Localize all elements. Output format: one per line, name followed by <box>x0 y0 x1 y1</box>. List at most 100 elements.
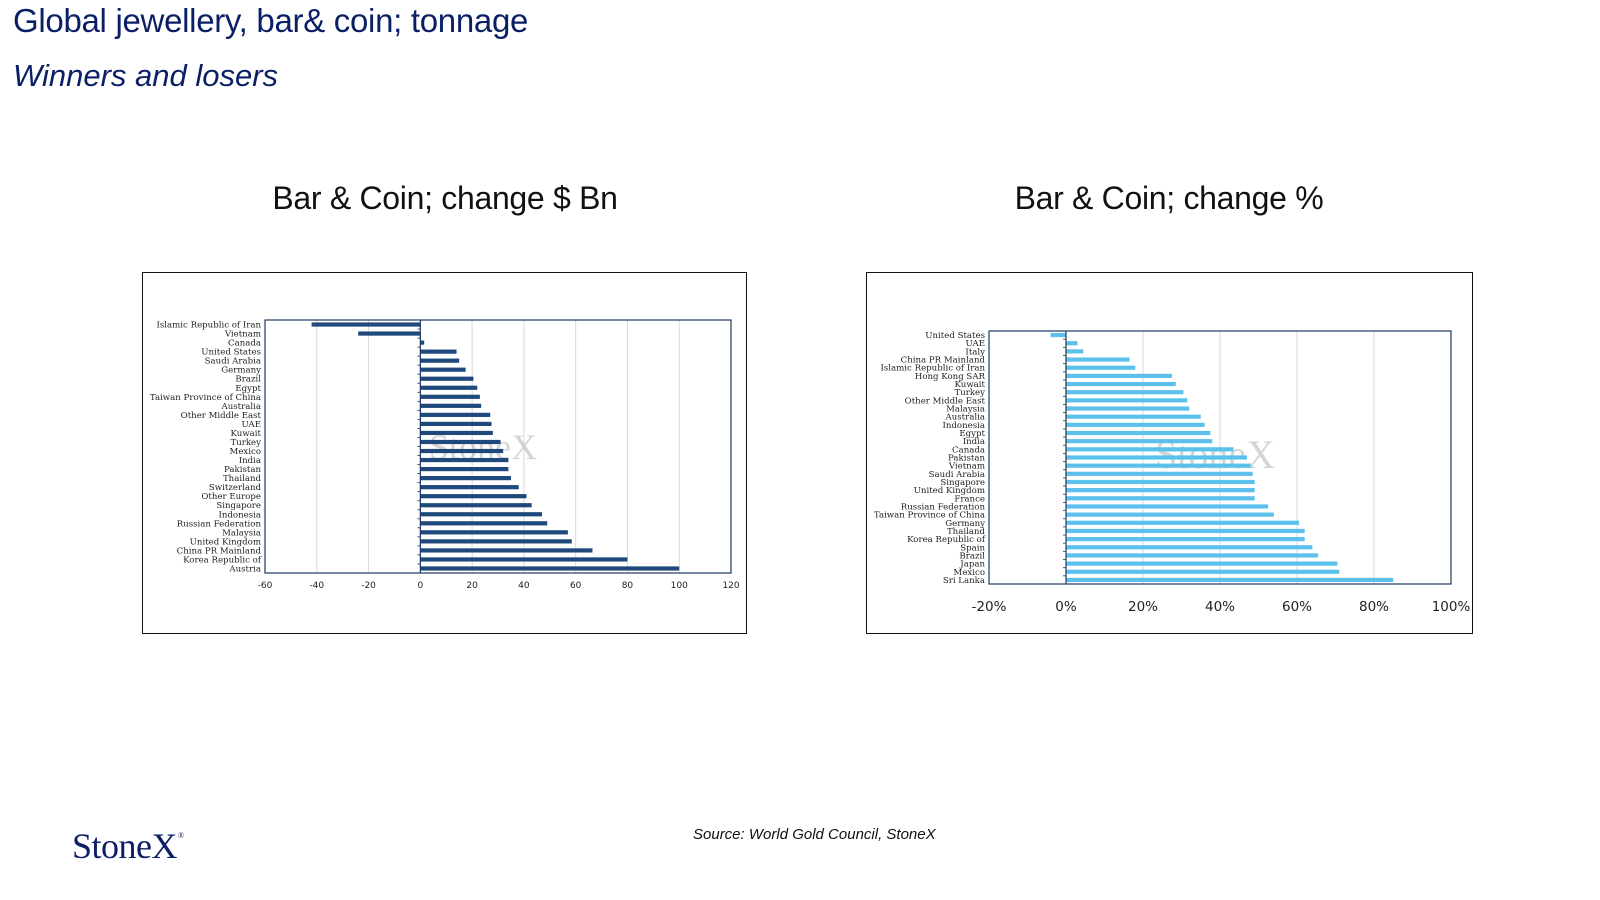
category-label: United Kingdom <box>914 486 985 496</box>
category-label: Canada <box>228 339 261 349</box>
x-tick-label: 100 <box>671 581 688 591</box>
category-label: United Kingdom <box>190 537 261 547</box>
bar <box>1066 545 1313 550</box>
category-label: United States <box>925 331 985 341</box>
category-label: Turkey <box>954 388 985 398</box>
x-tick-label: 80 <box>622 581 634 591</box>
bar <box>1050 332 1066 338</box>
x-tick-label: -40 <box>309 581 324 591</box>
category-label: Vietnam <box>224 330 261 340</box>
chart-2-heading: Bar & Coin; change % <box>1014 180 1324 216</box>
category-label: UAE <box>966 339 985 349</box>
x-tick-label: -20% <box>972 599 1007 615</box>
x-tick-label: 60 <box>570 581 582 591</box>
category-label: Kuwait <box>231 429 262 439</box>
bar <box>311 322 421 327</box>
bar <box>420 385 478 390</box>
bar <box>1066 414 1201 419</box>
bar <box>420 566 680 571</box>
bar <box>420 557 628 562</box>
bar <box>420 448 504 454</box>
category-label: Indonesia <box>218 510 261 520</box>
category-label: Malaysia <box>222 528 261 538</box>
bar <box>1066 496 1255 501</box>
bar <box>1066 365 1136 370</box>
category-label: Sri Lanka <box>943 576 985 586</box>
category-label: Saudi Arabia <box>929 470 985 480</box>
chart-2-frame: StoneX United States UAE Italy China PR Main… <box>866 272 1473 634</box>
category-label: Kuwait <box>955 380 986 390</box>
category-label: UAE <box>242 420 261 430</box>
category-label: Italy <box>965 347 985 357</box>
category-label: Saudi Arabia <box>205 357 261 367</box>
category-label: Vietnam <box>948 462 985 472</box>
slide-title: Global jewellery, bar& coin; tonnage <box>13 2 529 39</box>
bar <box>1066 439 1213 444</box>
bar <box>1066 463 1251 468</box>
category-label: Australia <box>945 413 985 423</box>
category-label: Other Middle East <box>181 411 262 421</box>
bar <box>1066 471 1253 476</box>
category-label: Singapore <box>216 501 261 511</box>
bar <box>420 457 509 463</box>
bar <box>420 403 482 408</box>
bar <box>358 331 421 336</box>
bar <box>420 466 509 472</box>
category-label: France <box>954 494 985 504</box>
category-label: Egypt <box>235 384 261 394</box>
category-label: Other Europe <box>201 492 261 502</box>
x-tick-label: -20 <box>361 581 376 591</box>
bar <box>1066 577 1394 583</box>
bar <box>1066 357 1130 362</box>
category-label: Germany <box>945 519 985 529</box>
bar <box>420 430 493 436</box>
category-label: Egypt <box>959 429 985 439</box>
bar <box>420 503 532 508</box>
bar <box>1066 504 1269 509</box>
category-label: India <box>239 456 261 466</box>
plot-area <box>988 330 1452 585</box>
x-tick-label: 0 <box>417 581 423 591</box>
bar <box>1066 528 1305 534</box>
bar <box>420 539 572 544</box>
x-tick-label: 0% <box>1055 599 1077 615</box>
x-tick-label: 100% <box>1432 599 1471 615</box>
category-label: Malaysia <box>946 405 985 415</box>
category-label: Mexico <box>230 447 261 457</box>
category-label: Russian Federation <box>177 519 262 529</box>
bar <box>1066 398 1188 403</box>
bar <box>1066 455 1247 460</box>
category-label: Spain <box>960 543 985 553</box>
category-label: Turkey <box>230 438 261 448</box>
bar <box>1066 537 1305 542</box>
category-label: Islamic Republic of Iran <box>880 364 985 374</box>
x-tick-label: 60% <box>1282 599 1312 615</box>
bar <box>420 512 543 517</box>
bar <box>1066 422 1205 427</box>
stonex-logo: StoneX® <box>72 825 184 867</box>
bar <box>420 548 593 553</box>
bar <box>1066 381 1176 387</box>
category-label: Hong Kong SAR <box>915 372 986 382</box>
category-label: Singapore <box>940 478 985 488</box>
bar <box>1066 341 1078 346</box>
source-note: Source: World Gold Council, StoneX <box>693 826 936 843</box>
bar <box>1066 569 1340 574</box>
bar <box>1066 373 1172 378</box>
category-label: Indonesia <box>942 421 985 431</box>
x-tick-label: -60 <box>258 581 273 591</box>
bar <box>1066 390 1184 395</box>
bar <box>1066 479 1255 485</box>
category-label: Islamic Republic of Iran <box>156 321 261 331</box>
bar <box>420 421 492 427</box>
bar <box>420 349 457 354</box>
bar <box>1066 512 1274 517</box>
category-label: Thailand <box>947 527 986 537</box>
x-tick-label: 40 <box>518 581 530 591</box>
bar <box>420 367 466 372</box>
x-tick-label: 40% <box>1205 599 1235 615</box>
category-label: United States <box>201 348 261 358</box>
category-label: Pakistan <box>224 465 261 475</box>
